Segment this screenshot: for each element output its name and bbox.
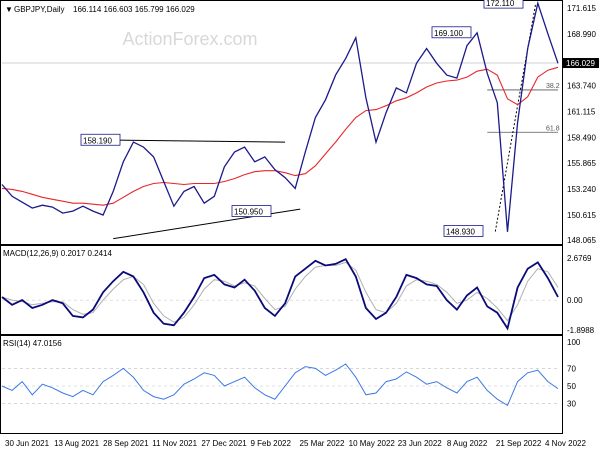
macd-title: MACD(12,26,9) 0.2017 0.2414 [3, 249, 113, 258]
macd-axis-label: 2.6769 [567, 254, 592, 263]
price-series-layer: 38.2 61.8 [1, 0, 560, 240]
rsi-series-layer [1, 363, 559, 407]
date-axis-label: 25 Mar 2022 [300, 439, 345, 448]
price-axis-label: 168.990 [567, 30, 596, 39]
price-annotation-label: 169.100 [434, 29, 463, 38]
axis-labels-layer: 171.615 168.990 163.740 161.115 158.490 155.8… [5, 4, 599, 448]
price-annotation-label: 148.930 [446, 227, 475, 236]
price-panel-frame [0, 0, 563, 245]
resistance-trendline [118, 139, 286, 143]
price-line [1, 0, 559, 232]
date-axis-label: 27 Dec 2021 [201, 439, 247, 448]
macd-panel-frame [0, 245, 563, 335]
rsi-panel-frame [0, 335, 563, 434]
support-trendline [113, 208, 301, 240]
price-annotation-box [483, 0, 524, 9]
macd-series-layer [1, 258, 559, 331]
price-annotation-box [80, 133, 121, 146]
symbol-label: GBPJPY,Daily [14, 5, 65, 14]
fib-61-8-label: 61.8 [546, 125, 560, 132]
rsi-title: RSI(14) 47.0156 [3, 339, 62, 348]
price-axis-label: 171.615 [567, 4, 596, 13]
date-axis-label: 8 Aug 2022 [447, 439, 488, 448]
moving-average-line [1, 66, 559, 206]
price-annotation-box [231, 205, 272, 217]
header-arrow-icon[interactable]: ▼ [5, 5, 13, 14]
price-annotation-label: 150.950 [234, 208, 263, 217]
rsi-line [1, 363, 559, 407]
rsi-axis-label: 50 [567, 382, 576, 391]
date-axis-label: 21 Sep 2022 [496, 439, 542, 448]
price-annotation-box [431, 26, 472, 39]
price-axis-label: 158.490 [567, 133, 596, 142]
fib-38-2-label: 38.2 [546, 83, 560, 90]
price-annotation-label: 172.110 [486, 0, 515, 8]
current-price-tag: 166.029 [566, 59, 595, 68]
date-axis-label: 11 Nov 2021 [152, 439, 197, 448]
date-axis-label: 28 Sep 2021 [103, 439, 149, 448]
rsi-axis-label: 70 [567, 364, 576, 373]
date-axis-label: 30 Jun 2021 [5, 439, 50, 448]
date-axis-label: 10 May 2022 [349, 439, 396, 448]
price-axis-label: 161.115 [567, 107, 596, 116]
macd-axis-label: 0.00 [567, 296, 583, 305]
price-axis-label: 155.865 [567, 159, 596, 168]
date-axis-label: 4 Nov 2022 [545, 439, 586, 448]
current-price-tag-bg [563, 58, 599, 69]
annotations-layer: 172.110 169.100 158.190 150.950 148.930 [80, 0, 524, 237]
macd-axis-label: -1.8988 [567, 326, 595, 335]
price-annotation-box [443, 225, 484, 237]
price-annotation-label: 158.190 [83, 136, 112, 145]
rsi-axis-label: 30 [567, 400, 576, 409]
ohlc-values: 166.114 166.603 165.799 166.029 [73, 5, 195, 14]
watermark-text: ActionForex.com [122, 29, 257, 49]
rsi-axis-label: 100 [567, 338, 581, 347]
price-axis-label: 163.740 [567, 82, 596, 91]
date-axis-label: 13 Aug 2021 [54, 439, 99, 448]
macd-signal-line [1, 261, 559, 323]
date-axis-label: 23 Jun 2022 [398, 439, 443, 448]
macd-line [1, 258, 559, 331]
date-axis-label: 9 Feb 2022 [250, 439, 291, 448]
price-axis-label: 148.065 [567, 236, 596, 245]
price-axis-label: 150.615 [567, 211, 596, 220]
price-axis-label: 153.240 [567, 185, 596, 194]
